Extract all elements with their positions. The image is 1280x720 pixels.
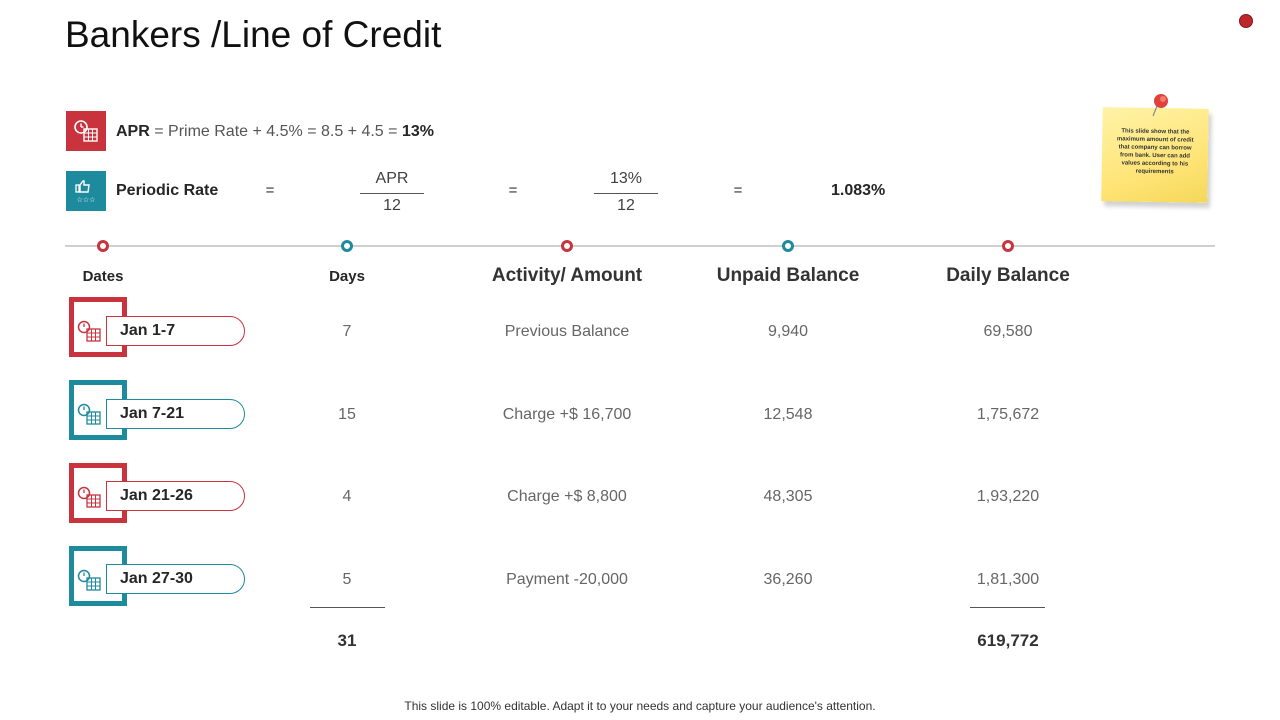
date-label: Jan 7-21 <box>106 399 245 429</box>
sticky-note-text: This slide show that the maximum amount … <box>1116 128 1194 176</box>
header-activity: Activity/ Amount <box>491 265 643 286</box>
timeline-node <box>782 240 794 252</box>
cell-days: 4 <box>342 488 352 505</box>
cell-days: 7 <box>342 323 352 340</box>
cell-activity: Charge +$ 16,700 <box>502 406 632 423</box>
cell-activity: Previous Balance <box>504 323 630 340</box>
header-days: Days <box>329 268 365 285</box>
total-rule-days <box>310 607 385 608</box>
total-rule-daily <box>970 607 1045 608</box>
periodic-rate-result: 1.083% <box>831 182 886 199</box>
pushpin-icon <box>1148 92 1172 123</box>
date-label: Jan 27-30 <box>106 564 245 594</box>
cell-unpaid-balance: 36,260 <box>763 571 813 588</box>
fraction-numerator: APR <box>360 170 424 194</box>
header-dates: Dates <box>82 268 124 285</box>
periodic-rate-label: Periodic Rate <box>116 182 219 199</box>
date-label: Jan 1-7 <box>106 316 245 346</box>
cell-activity: Charge +$ 8,800 <box>507 488 627 505</box>
date-label: Jan 21-26 <box>106 481 245 511</box>
fraction-rate-over-12: 13% 12 <box>594 170 658 215</box>
equals-sign: = <box>733 182 743 199</box>
fraction-denominator: 12 <box>617 197 635 214</box>
cell-activity: Payment -20,000 <box>506 571 628 588</box>
calendar-clock-icon <box>76 567 102 598</box>
timeline-node <box>1002 240 1014 252</box>
calendar-clock-icon <box>76 401 102 432</box>
calendar-clock-icon <box>66 111 106 151</box>
calendar-clock-icon <box>76 484 102 515</box>
timeline-node <box>561 240 573 252</box>
cell-unpaid-balance: 12,548 <box>763 406 813 423</box>
cell-unpaid-balance: 9,940 <box>767 323 809 340</box>
apr-value: 13% <box>401 123 434 140</box>
footer-note: This slide is 100% editable. Adapt it to… <box>404 699 876 713</box>
cell-daily-balance: 69,580 <box>983 323 1033 340</box>
total-daily-balance: 619,772 <box>977 631 1039 650</box>
cell-days: 15 <box>338 406 356 423</box>
total-days: 31 <box>337 631 357 650</box>
cell-daily-balance: 1,93,220 <box>976 488 1040 505</box>
equals-sign: = <box>508 182 518 199</box>
svg-text:☆☆☆: ☆☆☆ <box>77 196 96 204</box>
timeline-line <box>65 245 1215 247</box>
apr-formula-text: = Prime Rate + 4.5% = 8.5 + 4.5 = <box>149 123 402 140</box>
page-title: Bankers /Line of Credit <box>65 14 442 55</box>
slide-marker-dot <box>1239 14 1253 28</box>
calendar-clock-icon <box>76 318 102 349</box>
fraction-numerator: 13% <box>594 170 658 194</box>
fraction-denominator: 12 <box>383 197 401 214</box>
apr-label: APR <box>116 123 150 140</box>
apr-formula: APR = Prime Rate + 4.5% = 8.5 + 4.5 = 13… <box>116 123 434 141</box>
header-unpaid-balance: Unpaid Balance <box>716 265 860 286</box>
cell-daily-balance: 1,81,300 <box>976 571 1040 588</box>
cell-days: 5 <box>342 571 352 588</box>
cell-unpaid-balance: 48,305 <box>763 488 813 505</box>
fraction-apr-over-12: APR 12 <box>360 170 424 215</box>
equals-sign: = <box>265 182 275 199</box>
timeline-node <box>341 240 353 252</box>
thumbs-up-rating-icon: ☆☆☆ <box>66 171 106 211</box>
cell-daily-balance: 1,75,672 <box>976 406 1040 423</box>
timeline-node <box>97 240 109 252</box>
header-daily-balance: Daily Balance <box>946 265 1070 286</box>
